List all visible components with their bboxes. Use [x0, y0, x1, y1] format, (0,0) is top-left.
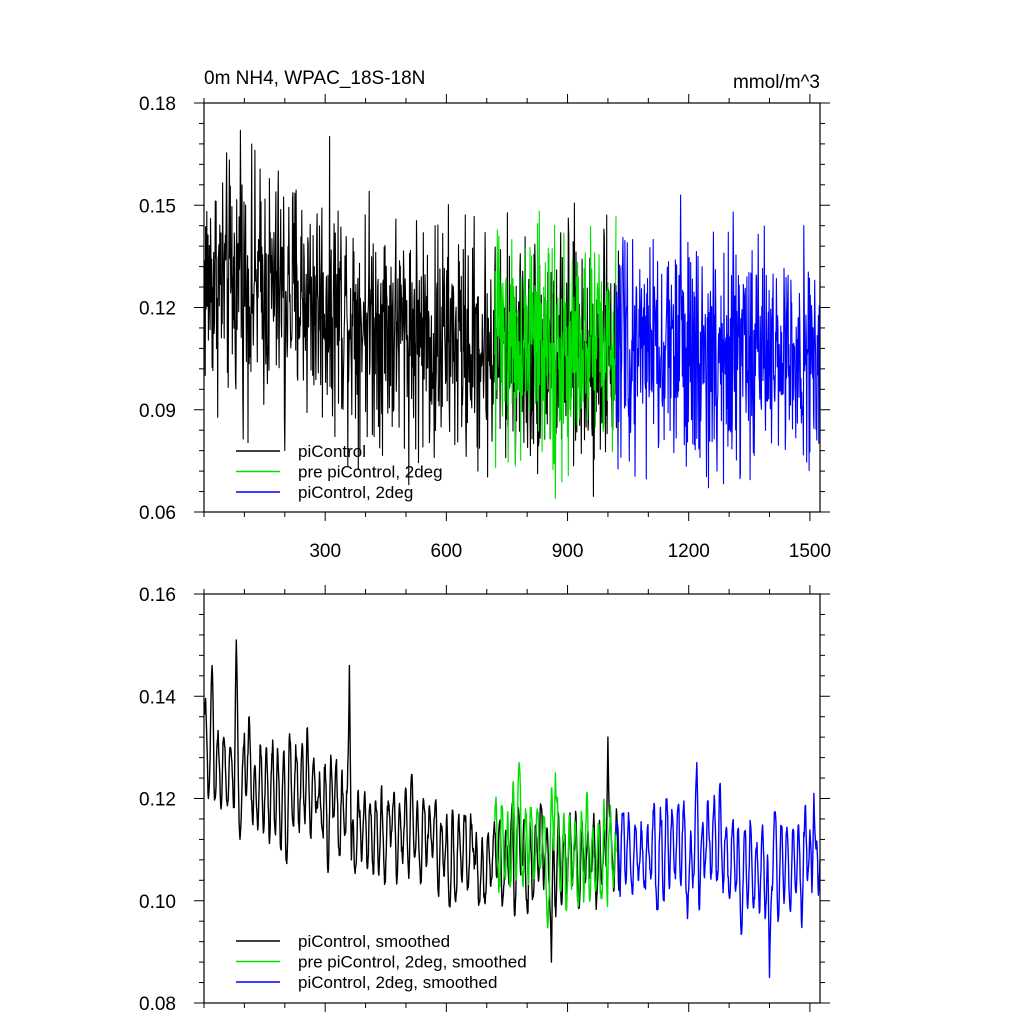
series-line-2 — [494, 210, 617, 499]
y-tick-label: 0.18 — [139, 94, 176, 115]
top-panel-ticks: 300 600 900 1200 1500 0.06 0.09 0.12 0.15 0.18 — [139, 94, 831, 562]
y-tick-label: 0.14 — [139, 687, 176, 708]
top-panel-title: 0m NH4, WPAC_18S-18N — [204, 68, 425, 89]
bottom-panel-legend: piControl, smoothed pre piControl, 2deg, … — [236, 932, 527, 992]
y-tick-label: 0.16 — [139, 585, 176, 606]
series-line-1 — [203, 639, 621, 963]
x-tick-label: 1200 — [668, 541, 710, 562]
legend-label: piControl, 2deg, smoothed — [298, 973, 497, 992]
series-line-2 — [494, 762, 617, 929]
legend-label: piControl — [298, 442, 366, 461]
y-tick-label: 0.15 — [139, 196, 176, 217]
legend-label: piControl, smoothed — [298, 932, 450, 951]
y-tick-label: 0.12 — [139, 299, 176, 320]
series-line-3 — [615, 762, 821, 979]
x-tick-label: 300 — [309, 541, 341, 562]
bottom-panel-ticks: 0.08 0.10 0.12 0.14 0.16 — [139, 585, 830, 1015]
y-tick-label: 0.09 — [139, 401, 176, 422]
x-tick-label: 900 — [552, 541, 584, 562]
bottom-panel: 0.08 0.10 0.12 0.14 0.16 piControl, smoothed… — [139, 585, 830, 1015]
legend-label: pre piControl, 2deg — [298, 463, 443, 482]
series-line-3 — [615, 194, 821, 489]
x-tick-label: 1500 — [789, 541, 831, 562]
bottom-panel-series-group — [203, 639, 821, 979]
y-tick-label: 0.06 — [139, 503, 176, 524]
y-tick-label: 0.10 — [139, 892, 176, 913]
top-panel-series-group — [203, 129, 821, 499]
top-panel: 0m NH4, WPAC_18S-18N mmol/m^3 300 600 900 1… — [139, 68, 831, 562]
x-tick-label: 600 — [431, 541, 463, 562]
legend-label: piControl, 2deg — [298, 483, 413, 502]
y-tick-label: 0.08 — [139, 994, 176, 1015]
y-tick-label: 0.12 — [139, 790, 176, 811]
top-panel-units: mmol/m^3 — [733, 72, 820, 93]
series-line-1 — [203, 129, 621, 497]
legend-label: pre piControl, 2deg, smoothed — [298, 953, 527, 972]
